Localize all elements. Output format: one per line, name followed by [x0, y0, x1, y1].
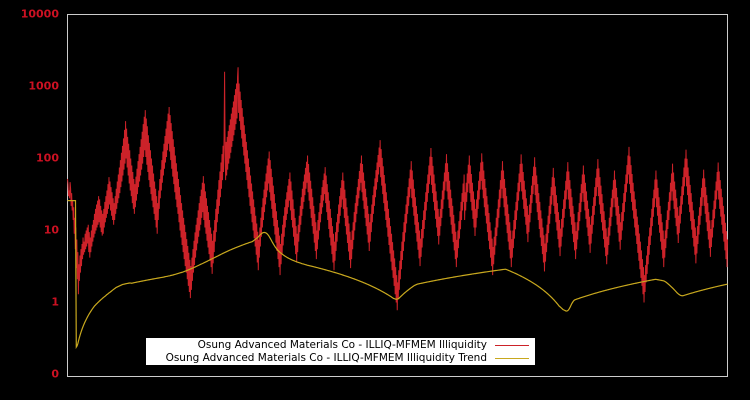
- y-tick-label: 100: [36, 152, 59, 165]
- y-tick-label: 1: [51, 296, 59, 309]
- legend-swatch-illiquidity-trend: [495, 357, 529, 359]
- y-tick-label: 0: [51, 368, 59, 381]
- legend-entry-illiquidity-trend: Osung Advanced Materials Co - ILLIQ-MFME…: [152, 352, 529, 365]
- y-axis-tick-labels: 0 1 10 100 1000 10000: [21, 8, 60, 381]
- data-series-layer: [67, 67, 728, 350]
- series-line-illiquidity-trend: [67, 200, 728, 350]
- y-tick-label: 1000: [28, 80, 59, 93]
- chart-legend: Osung Advanced Materials Co - ILLIQ-MFME…: [145, 337, 536, 366]
- legend-label-illiquidity: Osung Advanced Materials Co - ILLIQ-MFME…: [197, 338, 487, 351]
- legend-label-illiquidity-trend: Osung Advanced Materials Co - ILLIQ-MFME…: [165, 351, 487, 364]
- plot-frame: [67, 14, 728, 377]
- series-line-illiquidity: [67, 67, 728, 311]
- y-tick-label: 10000: [21, 8, 60, 21]
- y-tick-label: 10: [44, 224, 60, 237]
- legend-entry-illiquidity: Osung Advanced Materials Co - ILLIQ-MFME…: [152, 339, 529, 352]
- legend-swatch-illiquidity: [495, 344, 529, 346]
